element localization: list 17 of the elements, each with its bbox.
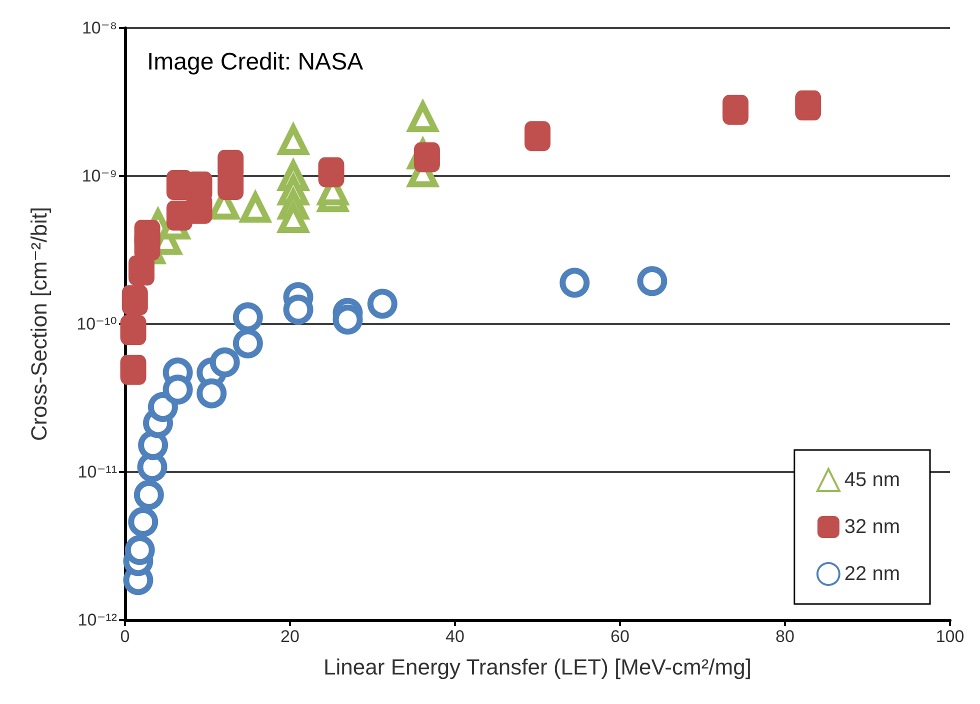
annotation: Image Credit: NASA bbox=[147, 48, 364, 76]
x-tick-label: 40 bbox=[446, 627, 464, 646]
x-axis-title: Linear Energy Transfer (LET) [MeV-cm²/mg] bbox=[324, 654, 752, 680]
x-tick-label: 20 bbox=[280, 627, 300, 646]
legend-label: 22 nm bbox=[844, 563, 900, 585]
y-tick-label: 10⁻¹² bbox=[78, 610, 118, 630]
y-tick-label: 10⁻¹⁰ bbox=[76, 314, 118, 334]
legend-label: 32 nm bbox=[844, 516, 900, 538]
x-tick-label: 100 bbox=[936, 627, 964, 646]
legend-label: 45 nm bbox=[844, 469, 900, 491]
y-axis-title: Cross-Section [cm⁻²/bit] bbox=[26, 206, 52, 442]
x-tick-label: 0 bbox=[120, 627, 130, 646]
y-tick-label: 10⁻¹¹ bbox=[78, 462, 118, 482]
y-tick-label: 10⁻⁸ bbox=[82, 18, 117, 38]
y-tick-label: 10⁻⁹ bbox=[82, 166, 117, 186]
x-tick-label: 60 bbox=[610, 627, 630, 646]
x-tick-label: 80 bbox=[776, 627, 794, 646]
